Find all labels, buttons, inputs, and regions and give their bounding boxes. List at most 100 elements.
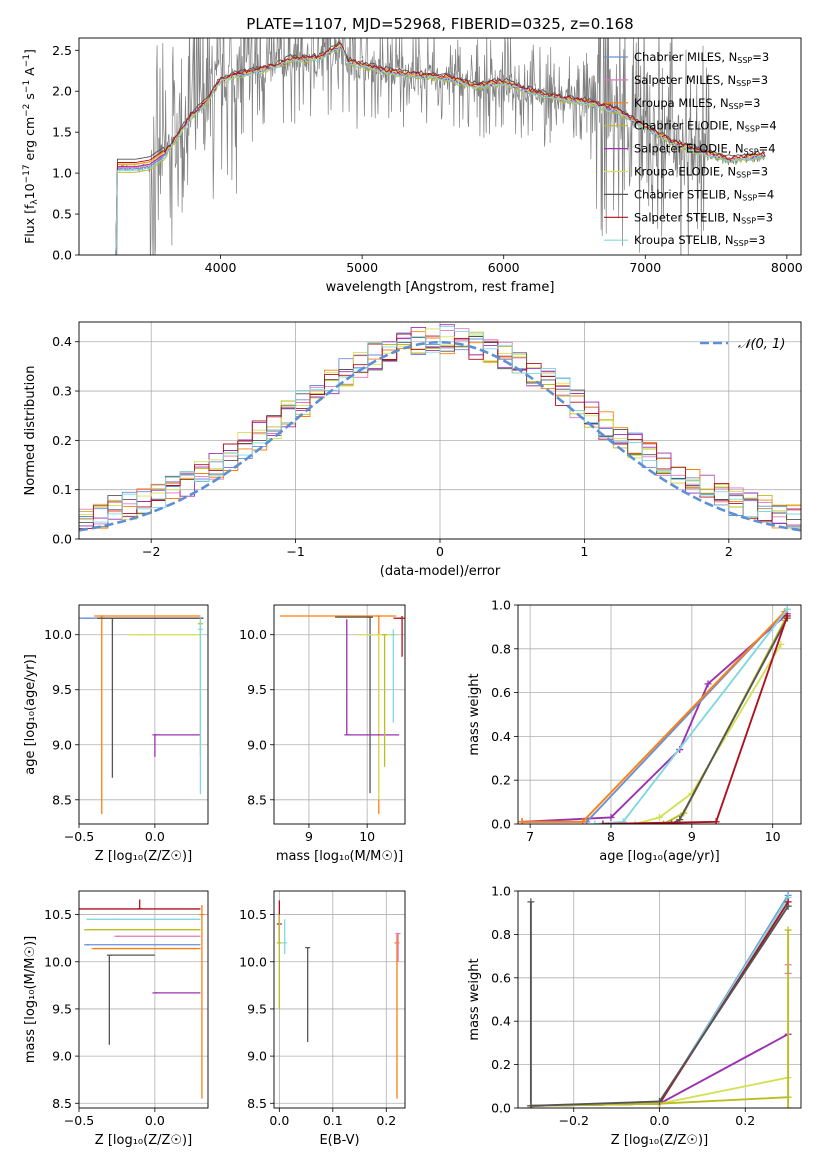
x-tick-label: −0.2 — [559, 1113, 589, 1128]
y-tick-label: 0.2 — [491, 1057, 511, 1072]
axes-frame — [517, 604, 802, 825]
plot-area — [79, 899, 205, 1099]
x-axis-label: Z [log₁₀(Z/Z☉)] — [95, 849, 192, 864]
y-tick-label: 9.5 — [52, 1001, 72, 1016]
panel-residuals: −2 −1 0 1 2 0.0 0.1 0.2 0.3 0.4 (data-model)/error… — [23, 321, 802, 579]
plus-marker — [704, 680, 712, 688]
y-tick-label: 2.5 — [52, 43, 72, 58]
legend-label: Salpeter MILES, NSSP=3 — [634, 73, 768, 88]
y-tick-label: 0.0 — [491, 817, 511, 832]
y-tick-label: 1.0 — [52, 166, 72, 181]
x-axis-label: E(B-V) — [319, 1133, 359, 1148]
y-tick-label: 9.0 — [247, 737, 267, 752]
plot-area — [518, 605, 791, 824]
y-tick-label: 9.0 — [247, 1049, 267, 1064]
plot-area — [115, 38, 766, 255]
spectrum-legend: Chabrier MILES, NSSP=3 Salpeter MILES, NS… — [604, 50, 777, 248]
model-7 — [115, 42, 766, 255]
x-tick-label: 10 — [359, 829, 375, 844]
y-tick-label: 0.2 — [491, 773, 511, 788]
panel-massweight_vs_Z: −0.2 0.0 0.2 0.0 0.2 0.4 0.6 0.8 1.0 Z [log₁₀(Z/Z… — [467, 884, 802, 1148]
x-tick-label: 0.2 — [735, 1113, 755, 1128]
plots-layer: 4000 5000 6000 7000 8000 0.0 0.5 1.0 1.5 2.0 2.5 wa… — [22, 37, 803, 1148]
x-tick-label: 10 — [765, 829, 781, 844]
weight-line-8 — [594, 608, 789, 824]
x-axis-label: Z [log₁₀(Z/Z☉)] — [95, 1133, 192, 1148]
legend-label: Kroupa ELODIE, NSSP=3 — [634, 165, 768, 180]
y-axis-label: age [log₁₀(age/yr)] — [23, 654, 38, 775]
x-tick-label: 2 — [725, 544, 733, 559]
weight-line-2 — [522, 610, 786, 823]
plot-area — [79, 615, 204, 815]
x-tick-label: 0.0 — [269, 1113, 289, 1128]
plus-marker — [607, 813, 615, 821]
x-tick-label: 0.0 — [145, 829, 165, 844]
plus-marker — [784, 902, 792, 910]
y-tick-label: 9.0 — [52, 737, 72, 752]
y-axis-label: mass weight — [467, 958, 482, 1040]
y-tick-label: 9.0 — [52, 1049, 72, 1064]
panel-massweight_vs_age: 7 8 9 10 0.0 0.2 0.4 0.6 0.8 1.0 age [log₁₀(age/yr… — [467, 598, 802, 864]
x-tick-label: 7 — [526, 829, 534, 844]
plus-marker — [619, 818, 627, 824]
y-tick-label: 1.0 — [491, 598, 511, 613]
plus-marker — [631, 820, 639, 824]
observed-spectrum — [115, 38, 766, 255]
y-tick-label: 9.5 — [52, 682, 72, 697]
weight-line-4 — [521, 613, 788, 823]
axes-frame — [78, 890, 209, 1109]
y-tick-label: 9.5 — [247, 1001, 267, 1016]
x-tick-label: −2 — [142, 544, 160, 559]
y-tick-label: 1.5 — [52, 125, 72, 140]
legend-label: Kroupa STELIB, NSSP=3 — [634, 233, 765, 248]
plot-area — [279, 615, 405, 815]
y-axis-label: Flux [fλ10−17 erg cm−2 s−1 A−1] — [22, 49, 40, 244]
plot-area — [79, 324, 801, 532]
y-tick-label: 10.0 — [44, 627, 72, 642]
figure-title: PLATE=1107, MJD=52968, FIBERID=0325, z=0… — [246, 15, 633, 33]
y-tick-label: 0.6 — [491, 685, 511, 700]
panel-age_vs_mass: 9 10 8.5 9.0 9.5 10.0 mass [log₁₀(M/M☉)] — [239, 604, 406, 864]
legend-label: Chabrier MILES, NSSP=3 — [634, 50, 769, 65]
x-axis-label: mass [log₁₀(M/M☉)] — [276, 849, 403, 864]
axes-frame — [273, 604, 406, 825]
axes-frame — [517, 890, 802, 1109]
plus-marker — [591, 820, 599, 824]
x-axis-label: (data-model)/error — [380, 564, 501, 579]
y-tick-label: 0.8 — [491, 641, 511, 656]
legend-label: Chabrier STELIB, NSSP=4 — [634, 187, 774, 202]
x-tick-label: 5000 — [346, 260, 378, 275]
y-tick-label: 0.0 — [491, 1101, 511, 1116]
y-tick-label: 0.4 — [52, 334, 72, 349]
panel-age_vs_Z: −0.5 0.0 8.5 9.0 9.5 10.0 Z [log₁₀(Z/Z☉)] age [… — [23, 604, 209, 864]
y-tick-label: 0.0 — [52, 532, 72, 547]
y-tick-label: 8.5 — [247, 792, 267, 807]
y-tick-label: 1.0 — [491, 884, 511, 899]
y-axis-label: Normed distribution — [23, 366, 38, 496]
x-tick-label: 9 — [688, 829, 696, 844]
plus-marker — [656, 1097, 663, 1105]
y-tick-label: 0.4 — [491, 1014, 511, 1029]
plus-marker — [668, 820, 676, 824]
y-tick-label: 10.5 — [239, 907, 267, 922]
plus-marker — [527, 898, 535, 906]
y-tick-label: 8.5 — [247, 1096, 267, 1111]
y-tick-label: 8.5 — [52, 792, 72, 807]
x-tick-label: 0.1 — [323, 1113, 343, 1128]
x-axis-label: age [log₁₀(age/yr)] — [599, 849, 720, 864]
legend-label: Kroupa MILES, NSSP=3 — [634, 96, 760, 111]
axes-frame — [78, 604, 209, 825]
x-tick-label: 7000 — [629, 260, 661, 275]
y-tick-label: 0.1 — [52, 482, 72, 497]
y-tick-label: 0.0 — [52, 248, 72, 263]
plus-marker — [656, 813, 663, 821]
x-tick-label: −0.5 — [64, 1113, 94, 1128]
y-tick-label: 10.0 — [239, 627, 267, 642]
model-8 — [115, 44, 765, 255]
y-tick-label: 8.5 — [52, 1096, 72, 1111]
x-tick-label: 1 — [580, 544, 588, 559]
x-tick-label: 8 — [607, 829, 615, 844]
x-tick-label: −1 — [286, 544, 304, 559]
axes-frame — [78, 37, 802, 256]
